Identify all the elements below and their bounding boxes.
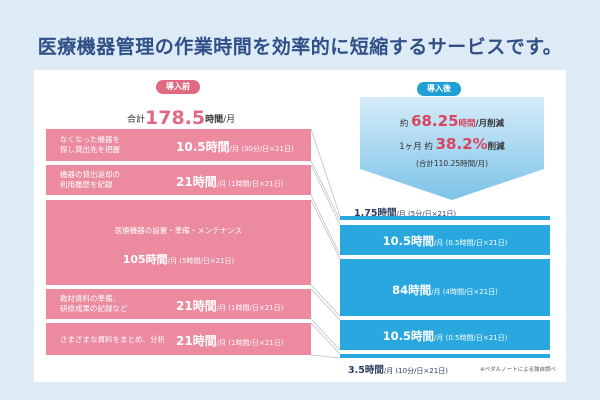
after-row-maintenance: 84時間/月 (4時間/日×21日) bbox=[340, 259, 550, 316]
row-label: さまざまな資料をまとめ、分析 bbox=[60, 335, 165, 344]
source-note: ※ベダルノートによる独自調べ bbox=[480, 367, 556, 373]
reduction-arrow: 約 68.25時間/月削減 1ヶ月 約 38.2%削減 (合計110.25時間/… bbox=[360, 97, 544, 200]
row-value: 10.5時間/月 (30分/日×21日) bbox=[176, 140, 294, 154]
row-value: 21時間/月 (1時間/日×21日) bbox=[176, 334, 284, 348]
after-bar-analysis bbox=[340, 354, 550, 358]
before-row-lending-record: 機器の貸出返却の 利用履歴を記録 21時間/月 (1時間/日×21日) bbox=[46, 165, 311, 195]
row-value: 105時間/月 (5時間/日×21日) bbox=[122, 253, 235, 266]
before-tag: 導入前 bbox=[156, 80, 200, 94]
row-value: 10.5時間/月 (0.5時間/日×21日) bbox=[382, 329, 508, 343]
after-tag: 導入後 bbox=[417, 82, 461, 96]
row-label: なくなった機器を 探し貸出先を把握 bbox=[60, 135, 120, 154]
after-bar-search bbox=[340, 216, 550, 220]
row-value: 21時間/月 (1時間/日×21日) bbox=[176, 175, 284, 189]
page-title: 医療機器管理の作業時間を効率的に短縮するサービスです。 bbox=[37, 36, 563, 58]
reduction-hours: 約 68.25時間/月削減 bbox=[399, 112, 505, 130]
row-label: 医療機器の設置・準備・メンテナンス bbox=[114, 226, 243, 235]
before-row-search: なくなった機器を 探し貸出先を把握 10.5時間/月 (30分/日×21日) bbox=[46, 129, 311, 161]
down-arrow-icon bbox=[360, 97, 544, 200]
row-value: 10.5時間/月 (0.5時間/日×21日) bbox=[382, 234, 508, 248]
before-total: 合計178.5時間/月 bbox=[127, 107, 236, 129]
after-row-training: 10.5時間/月 (0.5時間/日×21日) bbox=[340, 320, 550, 350]
row-label: 機器の貸出返却の 利用履歴を記録 bbox=[60, 170, 120, 189]
after-row-analysis: 3.5時間/月 (10分/日×21日) bbox=[348, 365, 448, 376]
after-total-note: (合計110.25時間/月) bbox=[415, 159, 489, 168]
row-value: 21時間/月 (1時間/日×21日) bbox=[176, 299, 284, 313]
row-value: 84時間/月 (4時間/日×21日) bbox=[392, 283, 498, 297]
after-row-lending-record: 10.5時間/月 (0.5時間/日×21日) bbox=[340, 225, 550, 255]
before-row-analysis: さまざまな資料をまとめ、分析 21時間/月 (1時間/日×21日) bbox=[46, 323, 311, 355]
after-row-search: 1.75時間/月 (5分/日×21日) bbox=[354, 208, 457, 219]
row-label: 教材資料の準備、 研修成果の記録など bbox=[60, 294, 128, 313]
before-row-maintenance: 医療機器の設置・準備・メンテナンス 105時間/月 (5時間/日×21日) bbox=[46, 200, 311, 285]
reduction-percent: 1ヶ月 約 38.2%削減 bbox=[399, 135, 505, 153]
before-row-training: 教材資料の準備、 研修成果の記録など 21時間/月 (1時間/日×21日) bbox=[46, 289, 311, 319]
